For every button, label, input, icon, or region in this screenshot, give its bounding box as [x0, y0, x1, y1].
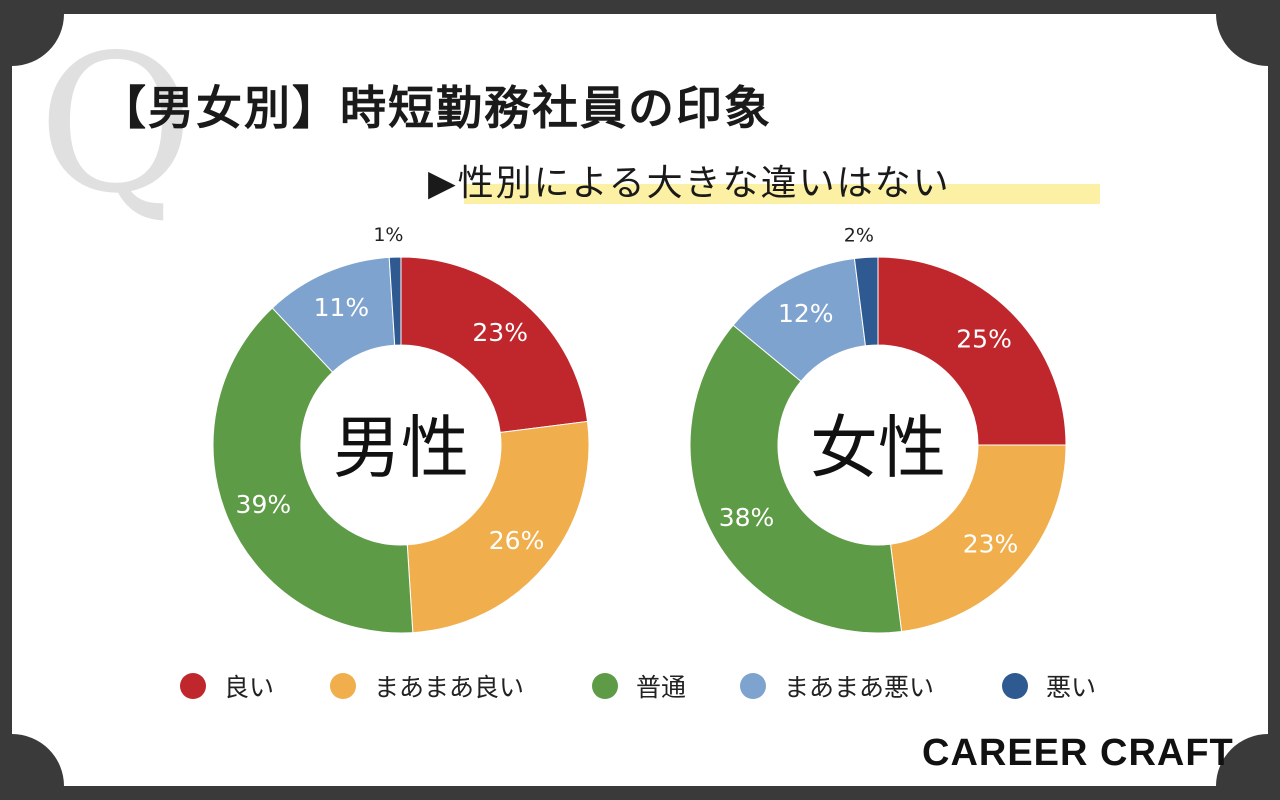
legend-swatch-0 — [180, 673, 206, 699]
slice-1-0 — [877, 256, 1067, 446]
slice-label-1-2: 38% — [719, 503, 775, 532]
slice-1-4 — [853, 256, 879, 347]
slice-label-0-2: 39% — [236, 490, 292, 519]
slice-label-1-4: 2% — [844, 224, 874, 246]
legend-label-1: まあまあ良い — [374, 673, 525, 702]
slice-label-1-0: 25% — [956, 324, 1012, 353]
slice-0-2 — [212, 307, 414, 634]
legend-swatch-1 — [330, 673, 356, 699]
legend-label-0: 良い — [224, 673, 275, 702]
slice-label-1-3: 12% — [778, 299, 834, 328]
center-label-1: 女性 — [810, 410, 946, 489]
subtitle-highlight — [464, 184, 1100, 204]
slice-1-2 — [689, 324, 903, 634]
subtitle: ▶性別による大きな違いはない — [428, 163, 951, 204]
legend-item-2: 普通 — [592, 668, 686, 704]
legend-item-1: まあまあ良い — [330, 668, 524, 704]
brand-logo: CAREER CRAFT — [922, 732, 1234, 774]
slice-0-4 — [388, 256, 402, 346]
slice-0-1 — [406, 420, 590, 634]
subtitle-block: ▶性別による大きな違いはない — [428, 154, 1100, 206]
slice-label-0-4: 1% — [373, 224, 403, 246]
q-watermark: Q — [38, 14, 194, 235]
legend-label-3: まあまあ悪い — [784, 673, 935, 702]
legend-swatch-3 — [740, 673, 766, 699]
slice-label-0-1: 26% — [489, 526, 545, 555]
donut-0: 23% 26% 39% 11% 1% 男性 — [212, 224, 590, 634]
legend-label-2: 普通 — [636, 673, 687, 702]
legend-item-4: 悪い — [1002, 668, 1096, 704]
donut-1: 25% 23% 38% 12% 2% 女性 — [689, 224, 1067, 634]
slice-0-0 — [400, 256, 589, 434]
slice-label-0-3: 11% — [314, 293, 370, 322]
legend-label-4: 悪い — [1046, 673, 1097, 702]
legend-swatch-4 — [1002, 673, 1028, 699]
slice-1-1 — [889, 444, 1067, 633]
legend-item-0: 良い — [180, 668, 274, 704]
slice-label-0-0: 23% — [472, 318, 528, 347]
center-label-0: 男性 — [333, 410, 469, 489]
page-title: 【男女別】時短勤務社員の印象 — [100, 81, 772, 135]
legend-item-3: まあまあ悪い — [740, 668, 934, 704]
slice-label-1-1: 23% — [963, 530, 1019, 559]
legend-swatch-2 — [592, 673, 618, 699]
